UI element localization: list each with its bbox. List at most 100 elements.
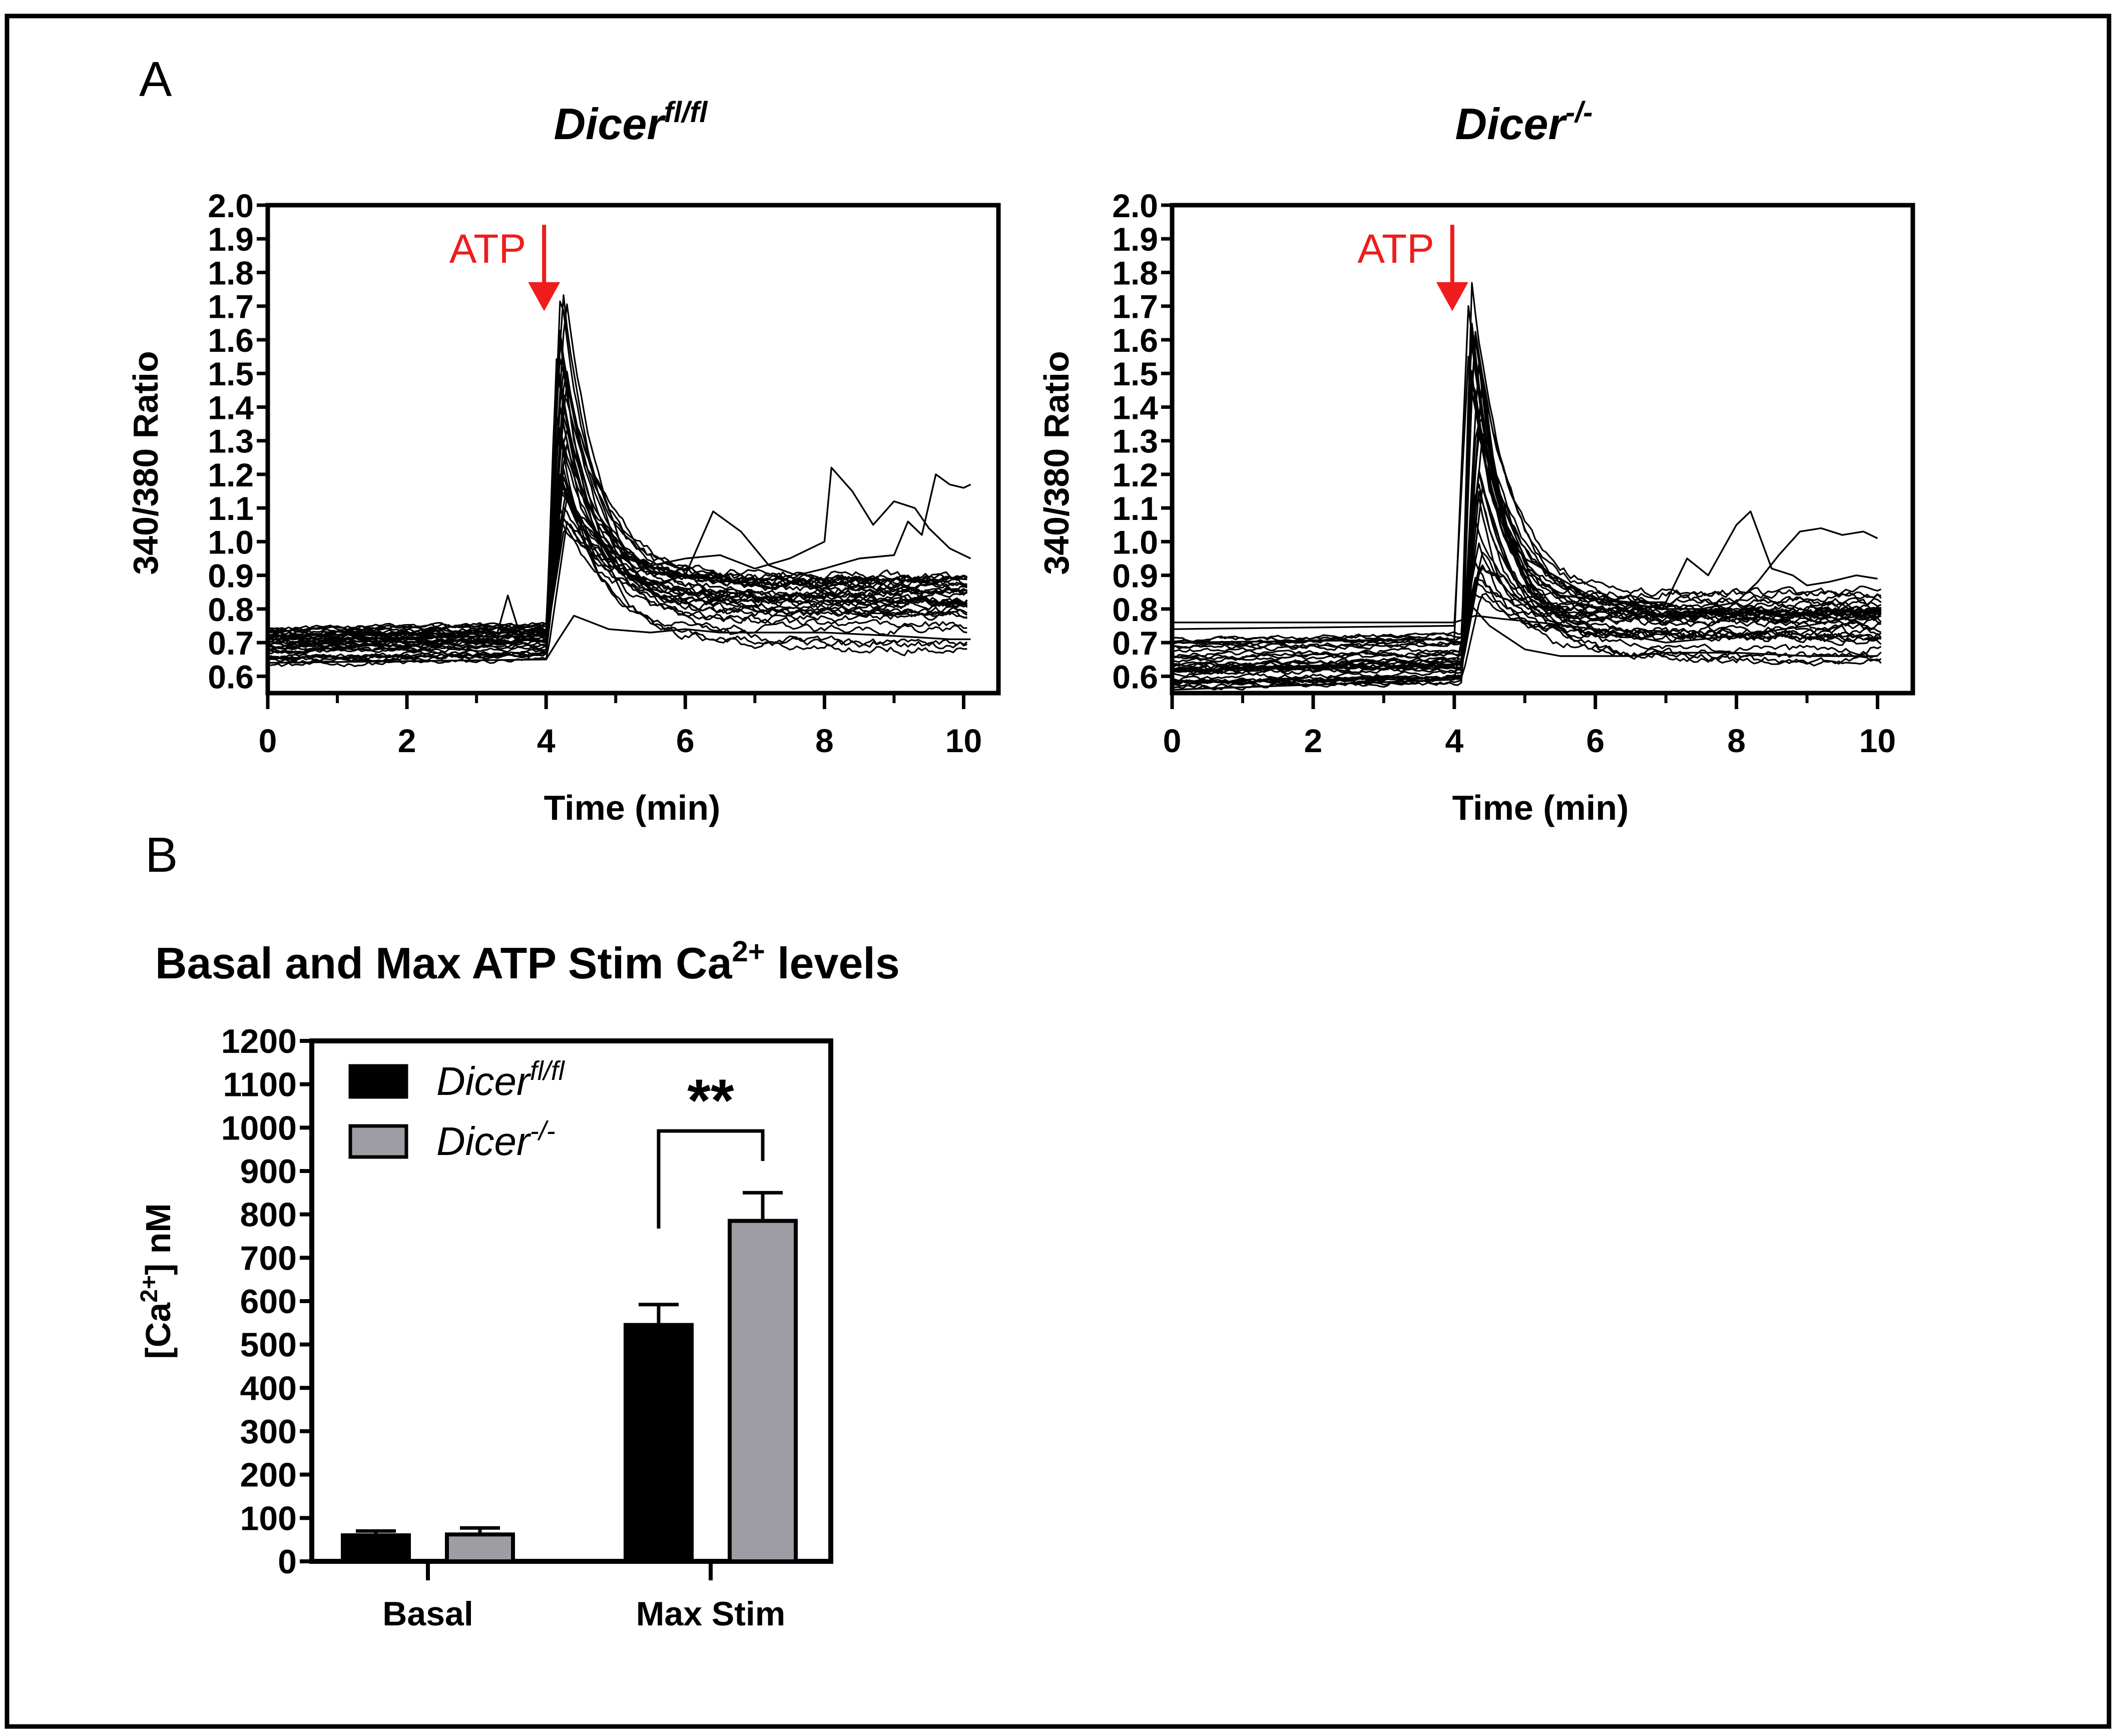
x-tick-label: 2 <box>1304 722 1323 759</box>
legend-label: Dicer-/- <box>436 1116 556 1164</box>
y-tick-label: 1.8 <box>1112 254 1158 291</box>
trace-line-notable <box>268 339 971 637</box>
trace-line-notable <box>1172 305 1878 644</box>
y-tick-label: 1.0 <box>208 523 254 560</box>
panel-label-a: A <box>139 52 172 107</box>
chart-bars-ylabel: [Ca2+] nM <box>136 1203 178 1359</box>
x-tick-label: 0 <box>259 722 277 759</box>
trace-line <box>1172 381 1882 673</box>
chart-fl-xlabel: Time (min) <box>544 788 721 827</box>
y-tick-label: 600 <box>240 1283 297 1321</box>
chart-fl-title: Dicerfl/fl <box>554 96 708 149</box>
trace-line-notable <box>1172 611 1878 644</box>
x-tick-label: Basal <box>382 1595 473 1633</box>
plot-frame <box>265 203 1001 696</box>
x-tick-label: 8 <box>1727 722 1746 759</box>
y-tick-label: 1100 <box>223 1066 297 1104</box>
bar <box>341 1533 411 1563</box>
chart-traces-ko: 0.60.70.80.91.01.11.21.31.41.51.61.71.81… <box>1112 187 1915 759</box>
y-tick-label: 0 <box>278 1543 297 1581</box>
x-tick-label: 4 <box>537 722 556 759</box>
atp-arrow-head <box>1436 282 1468 311</box>
trace-line <box>268 443 968 655</box>
y-tick-label: 2.0 <box>208 187 254 224</box>
trace-line <box>1172 593 1881 685</box>
y-tick-label: 0.8 <box>208 591 254 628</box>
x-tick-label: 6 <box>1586 722 1605 759</box>
chart-ko-title: Dicer-/- <box>1455 96 1593 149</box>
y-tick-label: 1.4 <box>1112 389 1158 426</box>
x-tick-label: Max Stim <box>636 1595 786 1633</box>
y-tick-label: 1200 <box>221 1022 297 1060</box>
x-tick-label: 8 <box>815 722 834 759</box>
bar <box>445 1532 515 1563</box>
figure-border <box>5 14 2111 1729</box>
legend-label: Dicerfl/fl <box>436 1056 566 1103</box>
y-tick-label: 200 <box>240 1456 297 1494</box>
bar <box>728 1219 798 1564</box>
y-tick-label: 1.7 <box>208 288 254 325</box>
y-tick-label: 0.6 <box>208 658 254 695</box>
y-tick-label: 0.7 <box>208 625 254 662</box>
trace-line <box>1172 343 1882 660</box>
y-tick-label: 1.4 <box>208 389 254 426</box>
trace-group <box>268 294 971 668</box>
y-tick-label: 1.1 <box>208 490 254 527</box>
y-tick-label: 700 <box>240 1239 297 1277</box>
chart-bars: 0 100 200 300 400 500 600 700 800 900 1000 1100 1200… <box>221 1022 833 1633</box>
trace-line-notable <box>268 406 971 641</box>
y-tick-label: 1.5 <box>1112 355 1158 392</box>
trace-line <box>1172 551 1882 650</box>
y-tick-label: 1.2 <box>1112 456 1158 493</box>
y-tick-label: 1.5 <box>208 355 254 392</box>
trace-group <box>1172 282 1882 691</box>
y-tick-label: 0.9 <box>208 557 254 595</box>
y-tick-label: 500 <box>240 1326 297 1364</box>
atp-label: ATP <box>1357 226 1434 272</box>
significance-label: ** <box>687 1067 734 1134</box>
trace-line <box>1172 340 1881 686</box>
trace-line <box>1172 580 1882 678</box>
plot-frame <box>1170 203 1915 696</box>
x-tick-label: 10 <box>945 722 982 759</box>
trace-line <box>268 476 967 657</box>
y-tick-label: 800 <box>240 1196 297 1234</box>
trace-line <box>268 491 967 663</box>
chart-ko-xlabel: Time (min) <box>1452 788 1629 827</box>
trace-line <box>1172 496 1882 671</box>
y-tick-label: 1.2 <box>208 456 254 493</box>
trace-line <box>268 300 967 660</box>
y-tick-label: 1.7 <box>1112 288 1158 325</box>
y-tick-label: 1.6 <box>208 322 254 359</box>
trace-line <box>1172 471 1882 685</box>
y-tick-label: 100 <box>240 1499 297 1537</box>
y-tick-label: 1.3 <box>208 423 254 460</box>
atp-arrow-head <box>528 282 561 311</box>
y-tick-label: 1.6 <box>1112 322 1158 359</box>
bar <box>624 1323 694 1564</box>
trace-line <box>268 370 967 645</box>
y-tick-label: 1.1 <box>1112 490 1158 527</box>
y-tick-label: 1.3 <box>1112 423 1158 460</box>
x-tick-label: 4 <box>1445 722 1463 759</box>
y-tick-label: 1.9 <box>1112 221 1158 258</box>
y-tick-label: 0.8 <box>1112 591 1158 628</box>
chart-fl-ylabel: 340/380 Ratio <box>126 351 165 574</box>
panel-label-b: B <box>145 827 178 882</box>
y-tick-label: 1.8 <box>208 254 254 291</box>
trace-line <box>1172 370 1882 661</box>
x-tick-label: 2 <box>398 722 416 759</box>
y-tick-label: 0.9 <box>1112 557 1158 595</box>
y-tick-label: 400 <box>240 1369 297 1407</box>
significance-bracket <box>657 1129 765 1229</box>
trace-line-notable <box>1172 601 1878 691</box>
y-tick-label: 0.6 <box>1112 658 1158 695</box>
x-tick-label: 10 <box>1859 722 1896 759</box>
legend-swatch <box>348 1064 408 1099</box>
x-tick-label: 0 <box>1163 722 1182 759</box>
chart-traces-fl: 0.60.70.80.91.01.11.21.31.41.51.61.71.8 1… <box>208 187 1001 759</box>
atp-label: ATP <box>449 226 526 272</box>
y-tick-label: 0.7 <box>1112 625 1158 662</box>
